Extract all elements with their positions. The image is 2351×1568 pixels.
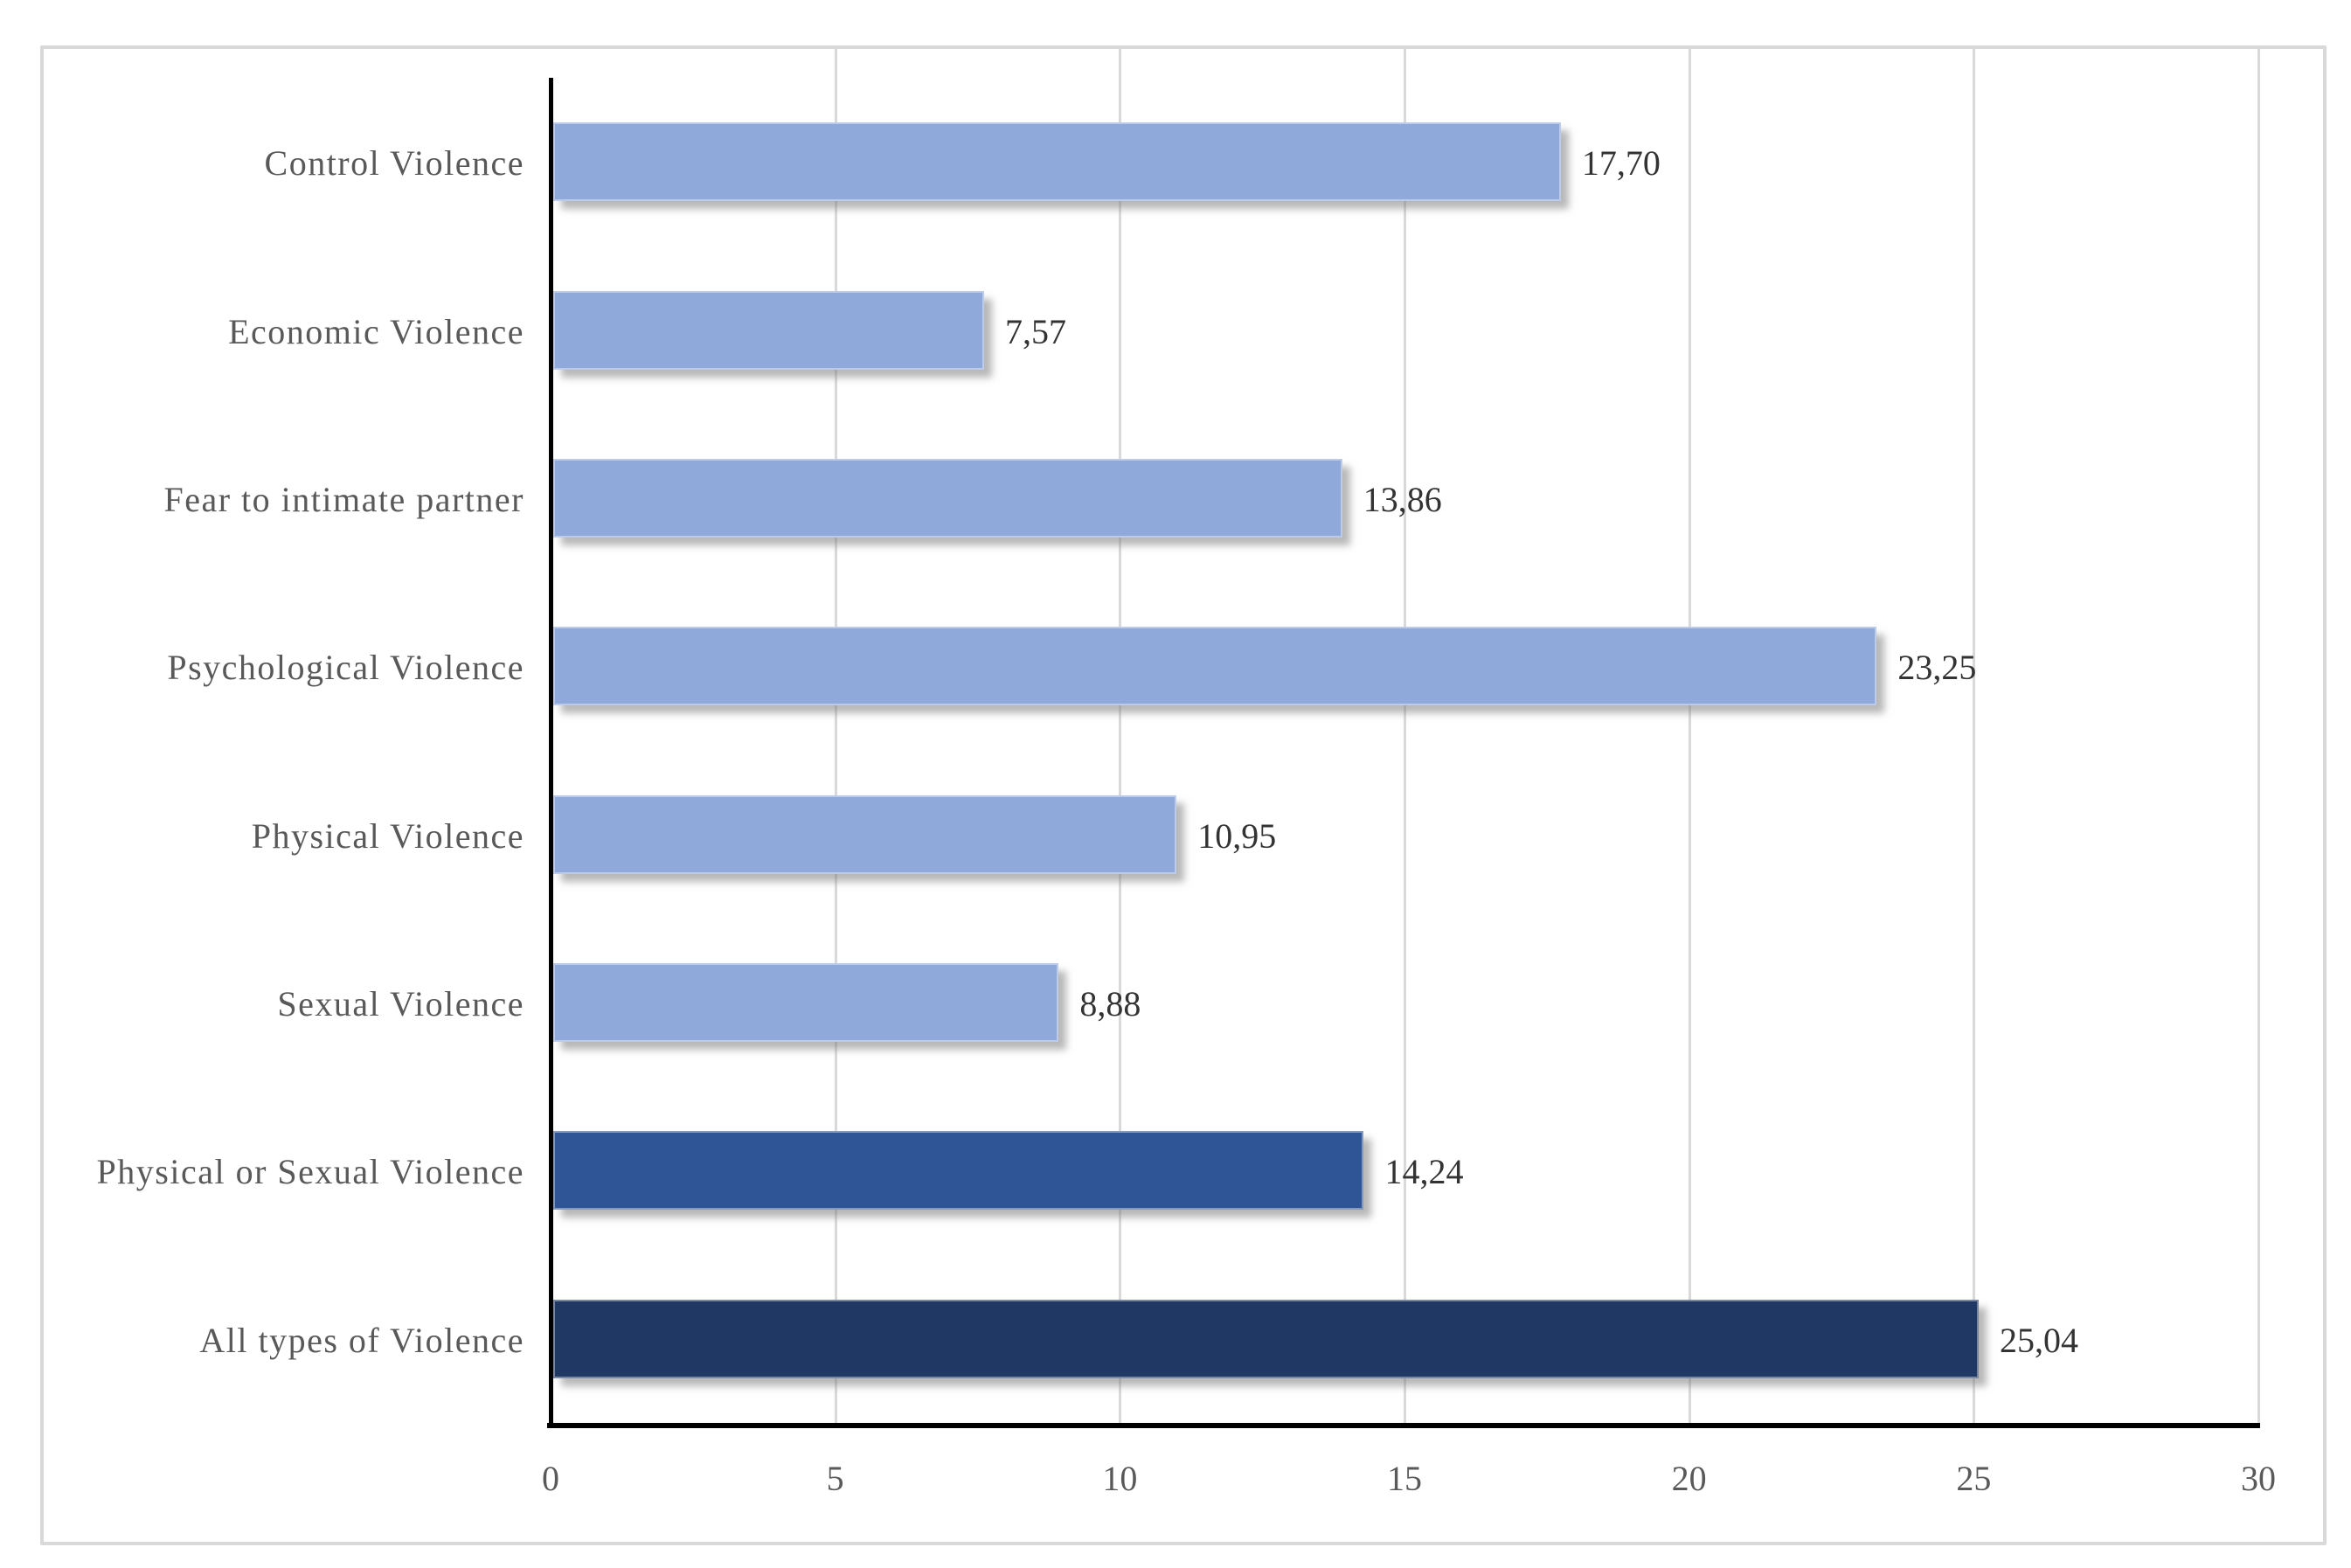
bar <box>553 458 1342 538</box>
vertical-gridline <box>1973 49 1976 1423</box>
value-label: 23,25 <box>1897 648 1977 688</box>
bar <box>553 1299 1979 1378</box>
vertical-gridline <box>2257 49 2260 1423</box>
value-label: 25,04 <box>1999 1320 2078 1360</box>
x-axis-tick-label: 15 <box>1387 1459 1422 1498</box>
vertical-gridline <box>1404 49 1406 1423</box>
vertical-gridline <box>1688 49 1691 1423</box>
value-label: 17,70 <box>1581 143 1661 184</box>
bar <box>553 794 1177 874</box>
category-label: Fear to intimate partner <box>163 479 524 519</box>
category-label: Physical Violence <box>251 815 524 856</box>
bar-row: Physical or Sexual Violence 14,24 <box>0 1086 2351 1254</box>
bar-row: Physical Violence 10,95 <box>0 751 2351 919</box>
value-label: 7,57 <box>1005 311 1067 351</box>
bar <box>553 963 1059 1043</box>
bar <box>553 627 1877 706</box>
x-axis-tick-label: 30 <box>2241 1459 2276 1498</box>
bar <box>553 1131 1364 1211</box>
value-label: 13,86 <box>1363 479 1442 519</box>
category-label: Sexual Violence <box>277 984 524 1024</box>
category-label: Psychological Violence <box>167 648 524 688</box>
vertical-gridline <box>1119 49 1122 1423</box>
bar-row: Fear to intimate partner 13,86 <box>0 414 2351 582</box>
bar-row: Control Violence 17,70 <box>0 78 2351 246</box>
bar <box>553 290 985 370</box>
x-axis-line <box>547 1423 2260 1428</box>
value-label: 8,88 <box>1079 984 1141 1024</box>
bar-row: Economic Violence 7,57 <box>0 246 2351 413</box>
x-axis-tick-label: 0 <box>542 1459 559 1498</box>
x-axis-tick-label: 10 <box>1102 1459 1138 1498</box>
chart-frame <box>40 45 2327 1545</box>
value-label: 10,95 <box>1197 815 1277 856</box>
x-axis-tick-label: 5 <box>826 1459 844 1498</box>
bar <box>553 122 1561 202</box>
category-label: Economic Violence <box>228 311 524 351</box>
bar-row: All types of Violence 25,04 <box>0 1255 2351 1423</box>
category-label: Physical or Sexual Violence <box>96 1152 524 1192</box>
category-label: Control Violence <box>264 143 524 184</box>
y-axis-line <box>549 78 553 1428</box>
x-axis-tick-label: 25 <box>1956 1459 1992 1498</box>
bar-row: Psychological Violence 23,25 <box>0 582 2351 750</box>
x-axis-tick-label: 20 <box>1671 1459 1707 1498</box>
bar-row: Sexual Violence 8,88 <box>0 919 2351 1086</box>
value-label: 14,24 <box>1384 1152 1464 1192</box>
category-label: All types of Violence <box>199 1320 524 1360</box>
vertical-gridline <box>834 49 837 1423</box>
